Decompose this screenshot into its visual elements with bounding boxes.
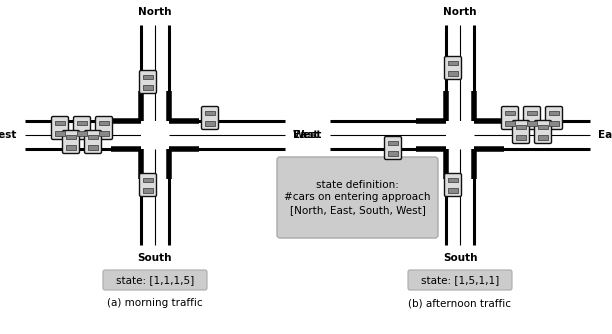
Text: East: East (293, 130, 318, 140)
FancyBboxPatch shape (523, 107, 540, 130)
Bar (538, 135, 548, 140)
Text: South: South (138, 253, 172, 263)
Bar (55, 121, 65, 125)
Bar (143, 188, 153, 192)
FancyBboxPatch shape (140, 70, 157, 94)
Bar (505, 111, 515, 115)
Bar (527, 111, 537, 115)
Bar (448, 177, 458, 182)
FancyBboxPatch shape (501, 107, 518, 130)
Bar (88, 145, 98, 150)
Bar (66, 145, 76, 150)
Text: #cars on entering approach: #cars on entering approach (284, 192, 431, 202)
Text: (b) afternoon traffic: (b) afternoon traffic (408, 298, 512, 308)
Text: [North, East, South, West]: [North, East, South, West] (289, 205, 425, 215)
Bar (99, 131, 109, 136)
Text: West: West (293, 130, 322, 140)
Bar (549, 111, 559, 115)
Text: state: [1,5,1,1]: state: [1,5,1,1] (421, 275, 499, 285)
Bar (516, 135, 526, 140)
Text: state: [1,1,1,5]: state: [1,1,1,5] (116, 275, 194, 285)
FancyBboxPatch shape (512, 121, 529, 144)
Bar (448, 188, 458, 192)
Bar (66, 135, 76, 139)
Bar (141, 121, 169, 149)
Bar (516, 125, 526, 129)
Bar (538, 125, 548, 129)
Bar (99, 121, 109, 125)
Text: North: North (138, 7, 172, 17)
FancyBboxPatch shape (444, 56, 461, 79)
FancyBboxPatch shape (201, 107, 218, 130)
Bar (55, 131, 65, 136)
Bar (505, 121, 515, 126)
FancyBboxPatch shape (444, 173, 461, 196)
Text: North: North (443, 7, 477, 17)
FancyBboxPatch shape (408, 270, 512, 290)
FancyBboxPatch shape (62, 131, 80, 154)
FancyBboxPatch shape (384, 137, 401, 160)
FancyBboxPatch shape (545, 107, 562, 130)
FancyBboxPatch shape (51, 117, 69, 140)
Bar (143, 85, 153, 90)
FancyBboxPatch shape (84, 131, 102, 154)
Text: South: South (442, 253, 477, 263)
Text: East: East (598, 130, 612, 140)
FancyBboxPatch shape (140, 173, 157, 196)
Bar (143, 74, 153, 79)
Text: (a) morning traffic: (a) morning traffic (107, 298, 203, 308)
Bar (448, 71, 458, 75)
Bar (448, 60, 458, 65)
Bar (143, 177, 153, 182)
Bar (77, 131, 87, 136)
Text: state definition:: state definition: (316, 179, 399, 189)
FancyBboxPatch shape (73, 117, 91, 140)
Bar (77, 121, 87, 125)
FancyBboxPatch shape (95, 117, 113, 140)
Bar (205, 121, 215, 126)
Bar (388, 141, 398, 145)
Bar (88, 135, 98, 139)
Bar (527, 121, 537, 126)
Bar (205, 111, 215, 115)
FancyBboxPatch shape (277, 157, 438, 238)
Bar (388, 151, 398, 156)
Bar (446, 121, 474, 149)
FancyBboxPatch shape (103, 270, 207, 290)
Bar (549, 121, 559, 126)
Text: West: West (0, 130, 17, 140)
FancyBboxPatch shape (534, 121, 551, 144)
